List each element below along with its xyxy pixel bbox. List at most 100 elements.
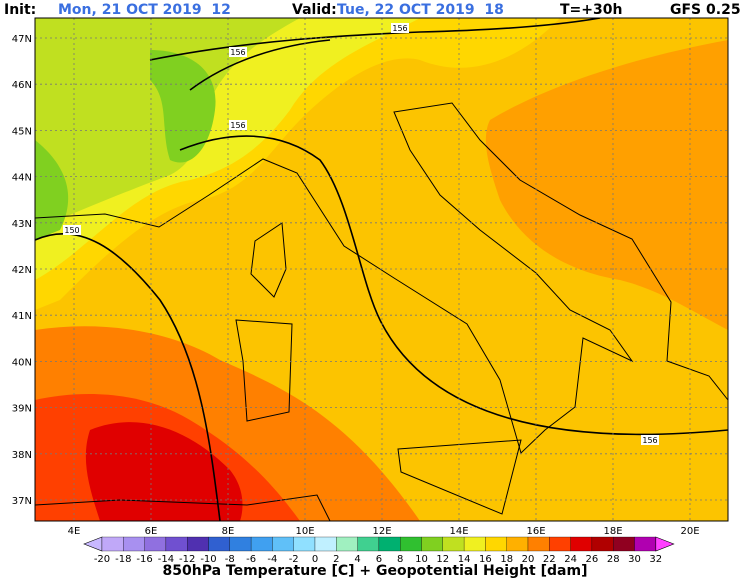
colorbar-swatch	[123, 536, 145, 552]
lon-label: 8E	[222, 526, 235, 537]
coastline	[35, 102, 728, 454]
colorbar-arrow	[83, 536, 103, 552]
colorbar-label: -8	[225, 554, 235, 565]
colorbar-swatch	[144, 536, 167, 552]
contour-label: 156	[230, 48, 245, 57]
colorbar-label: 24	[564, 554, 577, 565]
colorbar-label: 28	[607, 554, 620, 565]
colorbar-arrow	[655, 536, 675, 552]
colorbar-label: 32	[649, 554, 662, 565]
africa-coast	[35, 494, 331, 521]
field-green	[150, 50, 216, 163]
colorbar-swatch	[293, 536, 316, 552]
colorbar-swatch	[463, 536, 486, 552]
colorbar-swatch	[485, 536, 507, 552]
contour-label-box	[63, 225, 81, 235]
valid-value: Tue, 22 OCT 2019 18	[337, 2, 504, 18]
sicily	[397, 439, 522, 515]
contour-labels: 156 156 156 150 156	[63, 23, 659, 445]
colorbar-swatch	[272, 536, 294, 552]
lat-label: 38N	[12, 450, 32, 461]
colorbar-swatch	[250, 536, 273, 552]
colorbar-label: 22	[543, 554, 556, 565]
colorbar-label: -10	[200, 554, 216, 565]
colorbar-swatch	[442, 536, 465, 552]
lead-time: T=+30h	[560, 2, 622, 18]
contour	[149, 18, 601, 61]
contour-label-box	[229, 120, 247, 130]
colorbar-swatch	[421, 536, 443, 552]
valid-label: Valid:	[292, 2, 337, 18]
colorbar-label: -20	[94, 554, 110, 565]
contour	[35, 232, 221, 521]
colorbar-swatch	[336, 536, 358, 552]
colorbar-swatch	[506, 536, 529, 552]
colorbar-swatch	[357, 536, 380, 552]
corsica	[250, 222, 287, 298]
colorbar-swatch	[634, 536, 656, 552]
colorbar-label: 30	[628, 554, 641, 565]
colorbar-label: -14	[158, 554, 174, 565]
contour-label: 156	[230, 121, 245, 130]
colorbar-label: 10	[415, 554, 428, 565]
colorbar-swatch	[549, 536, 571, 552]
colorbar-label: 20	[522, 554, 535, 565]
colorbar-label: 8	[397, 554, 403, 565]
field-green	[35, 140, 69, 240]
lat-label: 39N	[12, 404, 32, 415]
colorbar-label: -4	[267, 554, 277, 565]
colorbar-label: -12	[179, 554, 195, 565]
lon-label: 16E	[526, 526, 545, 537]
lat-label: 45N	[12, 126, 32, 137]
colorbar-label: 0	[312, 554, 318, 565]
colorbar-label: 26	[586, 554, 599, 565]
contour	[189, 39, 331, 91]
footer-title: 850hPa Temperature [C] + Geopotential He…	[163, 563, 588, 579]
lon-label: 4E	[68, 526, 81, 537]
coastlines	[35, 102, 728, 521]
colorbar-label: 4	[354, 554, 360, 565]
colorbar-label: -16	[136, 554, 152, 565]
colorbar-label: 2	[333, 554, 339, 565]
map-area: 156 156 156 150 156	[35, 18, 728, 521]
colorbar-label: 18	[500, 554, 513, 565]
lat-label: 40N	[12, 357, 32, 368]
colorbar-swatch	[570, 536, 593, 552]
field-red	[85, 422, 243, 521]
lon-label: 18E	[603, 526, 622, 537]
field-orange	[485, 40, 728, 330]
colorbar-swatch	[378, 536, 401, 552]
colorbar-label: -18	[115, 554, 131, 565]
contour-label-box	[391, 23, 409, 33]
colorbar-label: 14	[458, 554, 471, 565]
contour-label-box	[229, 47, 247, 57]
colorbar-swatch	[101, 536, 124, 552]
lat-label: 44N	[12, 173, 32, 184]
map-frame	[34, 17, 729, 522]
colorbar-label: -6	[246, 554, 256, 565]
model-name: GFS 0.25	[670, 2, 741, 18]
colorbar-swatch	[400, 536, 422, 552]
lon-label: 20E	[680, 526, 699, 537]
contour	[179, 135, 728, 436]
axis-labels: 47N 46N 45N 44N 43N 42N 41N 40N 39N 38N 37N 4E 6E 8E 1…	[12, 34, 700, 537]
colorbar-swatch	[229, 536, 252, 552]
lat-label: 42N	[12, 265, 32, 276]
colorbar-swatch	[613, 536, 635, 552]
colorbar-swatch	[314, 536, 337, 552]
lon-label: 6E	[145, 526, 158, 537]
lat-label: 47N	[12, 34, 32, 45]
lat-label: 43N	[12, 219, 32, 230]
init-value: Mon, 21 OCT 2019 12	[58, 2, 231, 18]
lon-label: 14E	[449, 526, 468, 537]
init-label: Init:	[4, 2, 36, 18]
lat-label: 41N	[12, 311, 32, 322]
contour-label: 156	[642, 436, 657, 445]
colorbar-label: 6	[376, 554, 382, 565]
colorbar-swatch	[527, 536, 550, 552]
colorbar-swatch	[187, 536, 209, 552]
lon-label: 12E	[372, 526, 391, 537]
contour-label-box	[641, 435, 659, 445]
